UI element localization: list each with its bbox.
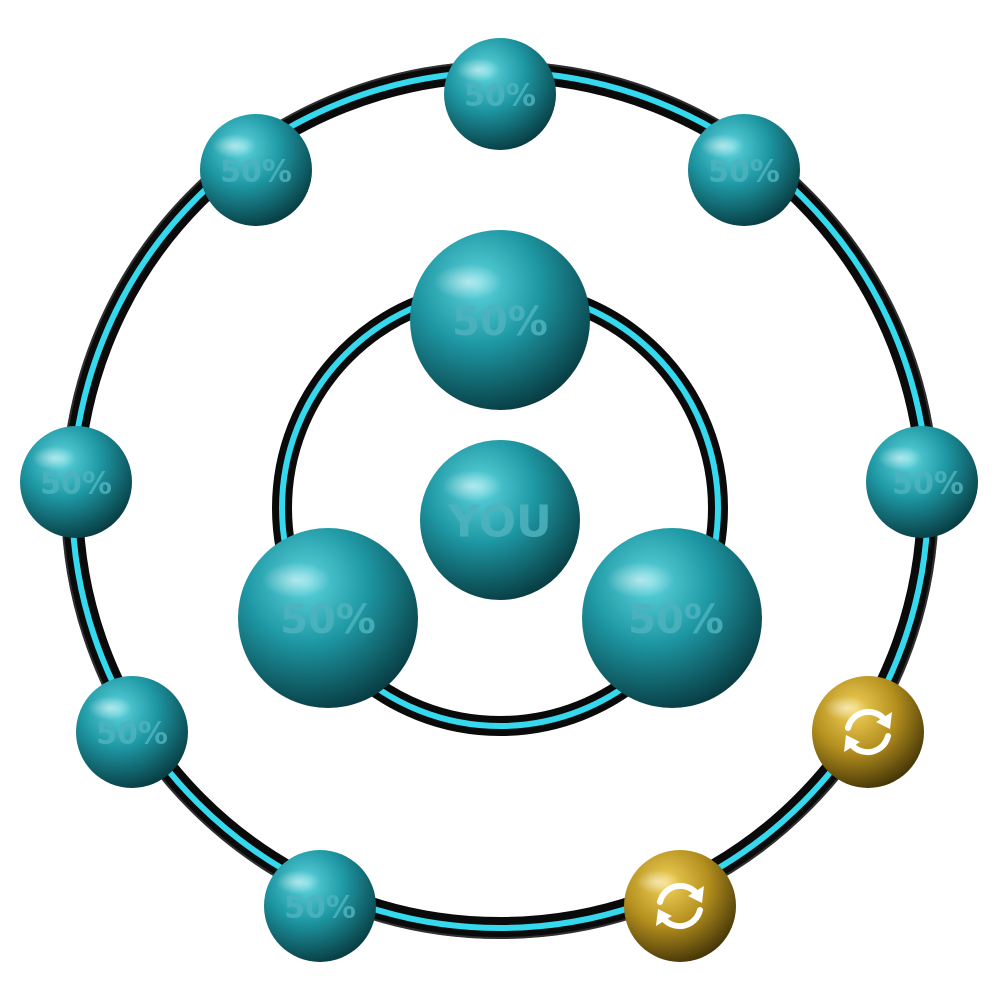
outer-node-right-label: 50% xyxy=(892,467,964,502)
outer-node-top-label: 50% xyxy=(464,79,536,114)
outer-node-left-label: 50% xyxy=(40,467,112,502)
outer-node-lower-right[interactable] xyxy=(812,676,924,788)
outer-node-bottom-right[interactable] xyxy=(624,850,736,962)
inner-node-top-label: 50% xyxy=(452,299,548,345)
outer-node-bottom-left-label: 50% xyxy=(284,891,356,926)
outer-node-top-right-label: 50% xyxy=(708,155,780,190)
inner-node-right-label: 50% xyxy=(628,597,724,643)
outer-node-lower-left[interactable]: 50% xyxy=(76,676,188,788)
inner-node-right[interactable]: 50% xyxy=(582,528,762,708)
center-node-label: YOU xyxy=(447,497,551,548)
outer-node-bottom-left[interactable]: 50% xyxy=(264,850,376,962)
inner-node-left-label: 50% xyxy=(280,597,376,643)
inner-node-left[interactable]: 50% xyxy=(238,528,418,708)
outer-node-top-left-label: 50% xyxy=(220,155,292,190)
refresh-icon xyxy=(656,882,704,930)
outer-node-top-right[interactable]: 50% xyxy=(688,114,800,226)
center-node-you[interactable]: YOU xyxy=(420,440,580,600)
outer-node-right[interactable]: 50% xyxy=(866,426,978,538)
outer-node-top[interactable]: 50% xyxy=(444,38,556,150)
inner-node-top[interactable]: 50% xyxy=(410,230,590,410)
outer-node-top-left[interactable]: 50% xyxy=(200,114,312,226)
outer-node-lower-left-label: 50% xyxy=(96,717,168,752)
outer-node-left[interactable]: 50% xyxy=(20,426,132,538)
refresh-icon xyxy=(844,708,892,756)
